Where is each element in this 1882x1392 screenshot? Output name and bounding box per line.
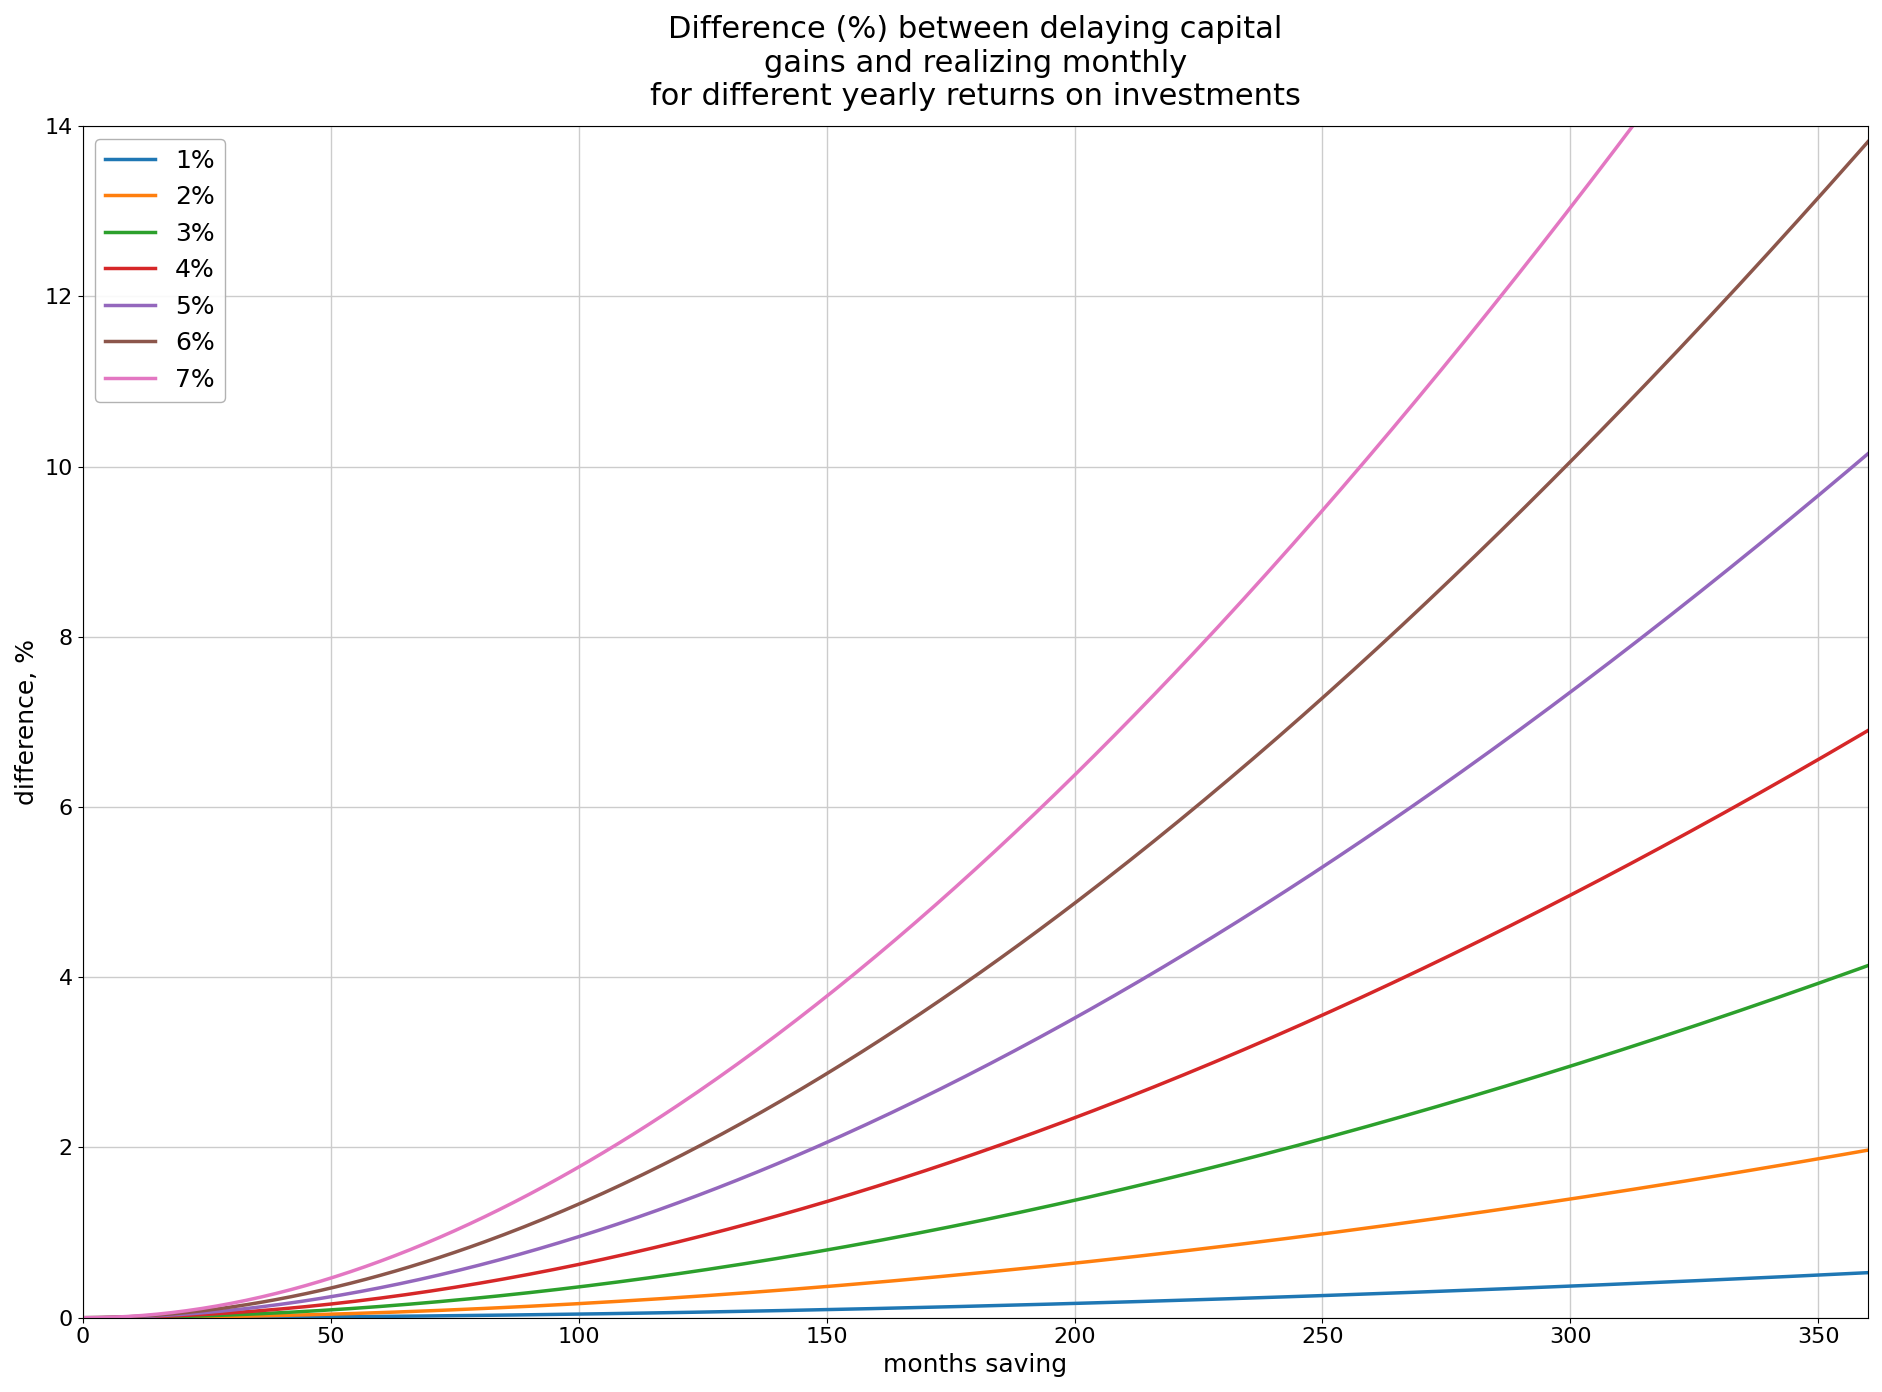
1% — [120, 1310, 143, 1327]
6% — [1637, 372, 1660, 388]
5% — [1186, 937, 1208, 954]
5% — [1637, 624, 1660, 640]
1% — [1856, 1264, 1878, 1281]
6% — [1856, 134, 1878, 150]
7% — [1146, 682, 1169, 699]
Title: Difference (%) between delaying capital
gains and realizing monthly
for differen: Difference (%) between delaying capital … — [649, 15, 1300, 111]
Legend: 1%, 2%, 3%, 4%, 5%, 6%, 7%: 1%, 2%, 3%, 4%, 5%, 6%, 7% — [96, 139, 224, 401]
4% — [1088, 1100, 1110, 1116]
Line: 4%: 4% — [83, 731, 1867, 1318]
2% — [120, 1310, 143, 1327]
4% — [1186, 1061, 1208, 1077]
4% — [1146, 1076, 1169, 1093]
Y-axis label: difference, %: difference, % — [15, 639, 40, 805]
5% — [1146, 962, 1169, 979]
Line: 7%: 7% — [83, 0, 1867, 1318]
1% — [72, 1310, 94, 1327]
2% — [1856, 1141, 1878, 1158]
2% — [1186, 1240, 1208, 1257]
3% — [1186, 1162, 1208, 1179]
4% — [403, 1285, 425, 1302]
7% — [120, 1308, 143, 1325]
Line: 2%: 2% — [83, 1150, 1867, 1318]
6% — [120, 1308, 143, 1325]
1% — [1637, 1275, 1660, 1292]
3% — [120, 1308, 143, 1325]
7% — [72, 1310, 94, 1327]
3% — [72, 1310, 94, 1327]
4% — [72, 1310, 94, 1327]
5% — [72, 1310, 94, 1327]
2% — [72, 1310, 94, 1327]
4% — [1637, 845, 1660, 862]
2% — [1146, 1246, 1169, 1263]
7% — [1186, 639, 1208, 656]
3% — [403, 1296, 425, 1313]
5% — [403, 1272, 425, 1289]
6% — [72, 1310, 94, 1327]
3% — [1088, 1186, 1110, 1203]
2% — [403, 1303, 425, 1320]
7% — [1637, 95, 1660, 111]
1% — [403, 1307, 425, 1324]
Line: 1%: 1% — [83, 1272, 1867, 1318]
4% — [1856, 722, 1878, 739]
5% — [120, 1308, 143, 1325]
Line: 3%: 3% — [83, 966, 1867, 1318]
6% — [1146, 828, 1169, 845]
1% — [1186, 1292, 1208, 1308]
6% — [1186, 796, 1208, 813]
Line: 6%: 6% — [83, 142, 1867, 1318]
6% — [403, 1257, 425, 1274]
2% — [1088, 1253, 1110, 1270]
1% — [1146, 1293, 1169, 1310]
5% — [1856, 445, 1878, 462]
7% — [403, 1239, 425, 1256]
5% — [1088, 995, 1110, 1012]
2% — [1637, 1179, 1660, 1196]
3% — [1637, 1033, 1660, 1050]
3% — [1146, 1172, 1169, 1189]
X-axis label: months saving: months saving — [883, 1353, 1067, 1377]
4% — [120, 1308, 143, 1325]
7% — [1088, 742, 1110, 759]
Line: 5%: 5% — [83, 454, 1867, 1318]
3% — [1856, 958, 1878, 974]
1% — [1088, 1295, 1110, 1311]
6% — [1088, 876, 1110, 892]
